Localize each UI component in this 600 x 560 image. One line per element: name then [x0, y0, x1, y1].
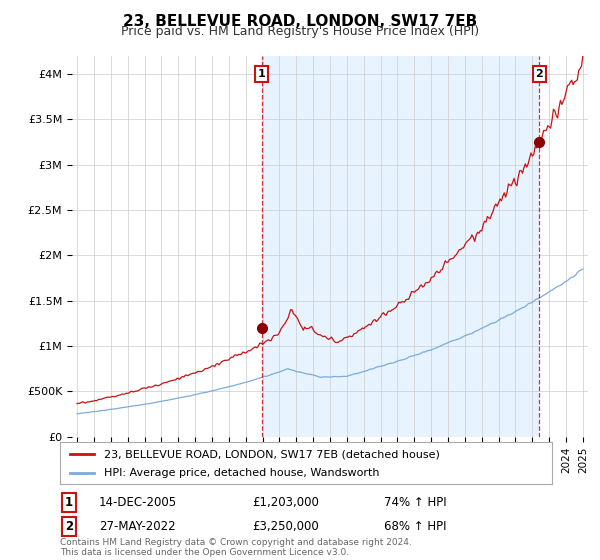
Text: HPI: Average price, detached house, Wandsworth: HPI: Average price, detached house, Wand… — [104, 468, 380, 478]
Text: 27-MAY-2022: 27-MAY-2022 — [99, 520, 176, 533]
Text: 2: 2 — [65, 520, 73, 533]
Text: 23, BELLEVUE ROAD, LONDON, SW17 7EB: 23, BELLEVUE ROAD, LONDON, SW17 7EB — [123, 14, 477, 29]
Text: 23, BELLEVUE ROAD, LONDON, SW17 7EB (detached house): 23, BELLEVUE ROAD, LONDON, SW17 7EB (det… — [104, 449, 440, 459]
Text: Price paid vs. HM Land Registry's House Price Index (HPI): Price paid vs. HM Land Registry's House … — [121, 25, 479, 38]
Bar — [262, 56, 539, 437]
Text: 1: 1 — [65, 496, 73, 509]
Text: 14-DEC-2005: 14-DEC-2005 — [99, 496, 177, 509]
Text: 74% ↑ HPI: 74% ↑ HPI — [384, 496, 446, 509]
Text: Contains HM Land Registry data © Crown copyright and database right 2024.
This d: Contains HM Land Registry data © Crown c… — [60, 538, 412, 557]
Text: 2: 2 — [535, 69, 543, 79]
Text: 1: 1 — [258, 69, 266, 79]
Text: £3,250,000: £3,250,000 — [252, 520, 319, 533]
Text: 68% ↑ HPI: 68% ↑ HPI — [384, 520, 446, 533]
Text: £1,203,000: £1,203,000 — [252, 496, 319, 509]
